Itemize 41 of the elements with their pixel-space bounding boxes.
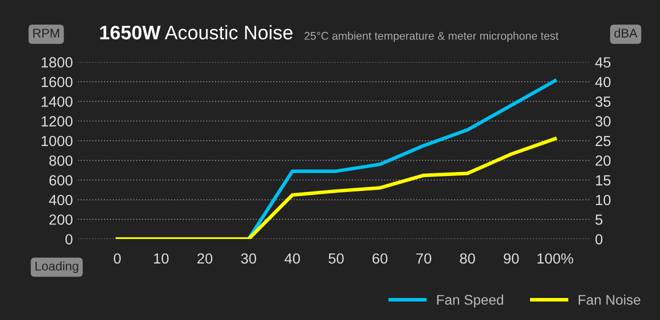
- y-tick-label: 800: [49, 155, 72, 166]
- chart-title: 1650W: [100, 26, 161, 40]
- y-tick-label: 1600: [42, 76, 72, 88]
- y2-tick-label: 30: [595, 116, 611, 126]
- y-tick-label: 1400: [42, 96, 72, 107]
- x-tick-label: 30: [241, 253, 256, 264]
- y2-tick-label: 40: [595, 76, 611, 88]
- x-tick-label: 70: [416, 253, 432, 264]
- x-tick-label: 10: [154, 253, 169, 264]
- y-tick-label: 600: [49, 175, 72, 186]
- y2-axis-title: dBA: [614, 28, 638, 38]
- x-tick-label: 20: [197, 253, 212, 264]
- y2-tick-label: 15: [596, 175, 611, 186]
- line-series: [116, 137, 557, 240]
- y-axis-title: RPM: [33, 28, 60, 38]
- y2-tick-label: 25: [596, 136, 611, 146]
- y-tick-label: 400: [49, 194, 72, 206]
- y-tick-label: 1800: [42, 57, 72, 68]
- x-tick-label: 80: [460, 253, 476, 264]
- y2-tick-label: 5: [595, 214, 602, 225]
- x-tick-label: 100%: [537, 253, 574, 264]
- x-tick-label: 0: [114, 253, 121, 264]
- y2-tick-label: 35: [595, 96, 611, 107]
- x-tick-label: 50: [328, 253, 344, 264]
- text: 25°C ambient temperature & meter microphone test: [304, 32, 558, 42]
- legend-label: Fan Speed: [437, 294, 504, 308]
- y2-tick-label: 20: [596, 155, 611, 166]
- x-tick-label: 90: [504, 253, 519, 264]
- y-tick-label: 1000: [42, 136, 72, 146]
- y2-tick-label: 10: [596, 194, 611, 206]
- y2-tick-label: 0: [595, 234, 602, 244]
- x-tick-label: 40: [284, 253, 300, 264]
- line-series: [246, 79, 557, 240]
- legend-label: Fan Noise: [578, 294, 640, 305]
- x-axis-title: Loading: [36, 261, 78, 274]
- y2-tick-label: 45: [595, 57, 611, 68]
- y-tick-label: 200: [49, 214, 72, 225]
- y-tick-label: 1200: [42, 116, 72, 126]
- y-tick-label: 0: [65, 234, 72, 244]
- chart-subtitle: Acoustic Noise: [164, 25, 292, 40]
- x-tick-label: 60: [372, 253, 388, 264]
